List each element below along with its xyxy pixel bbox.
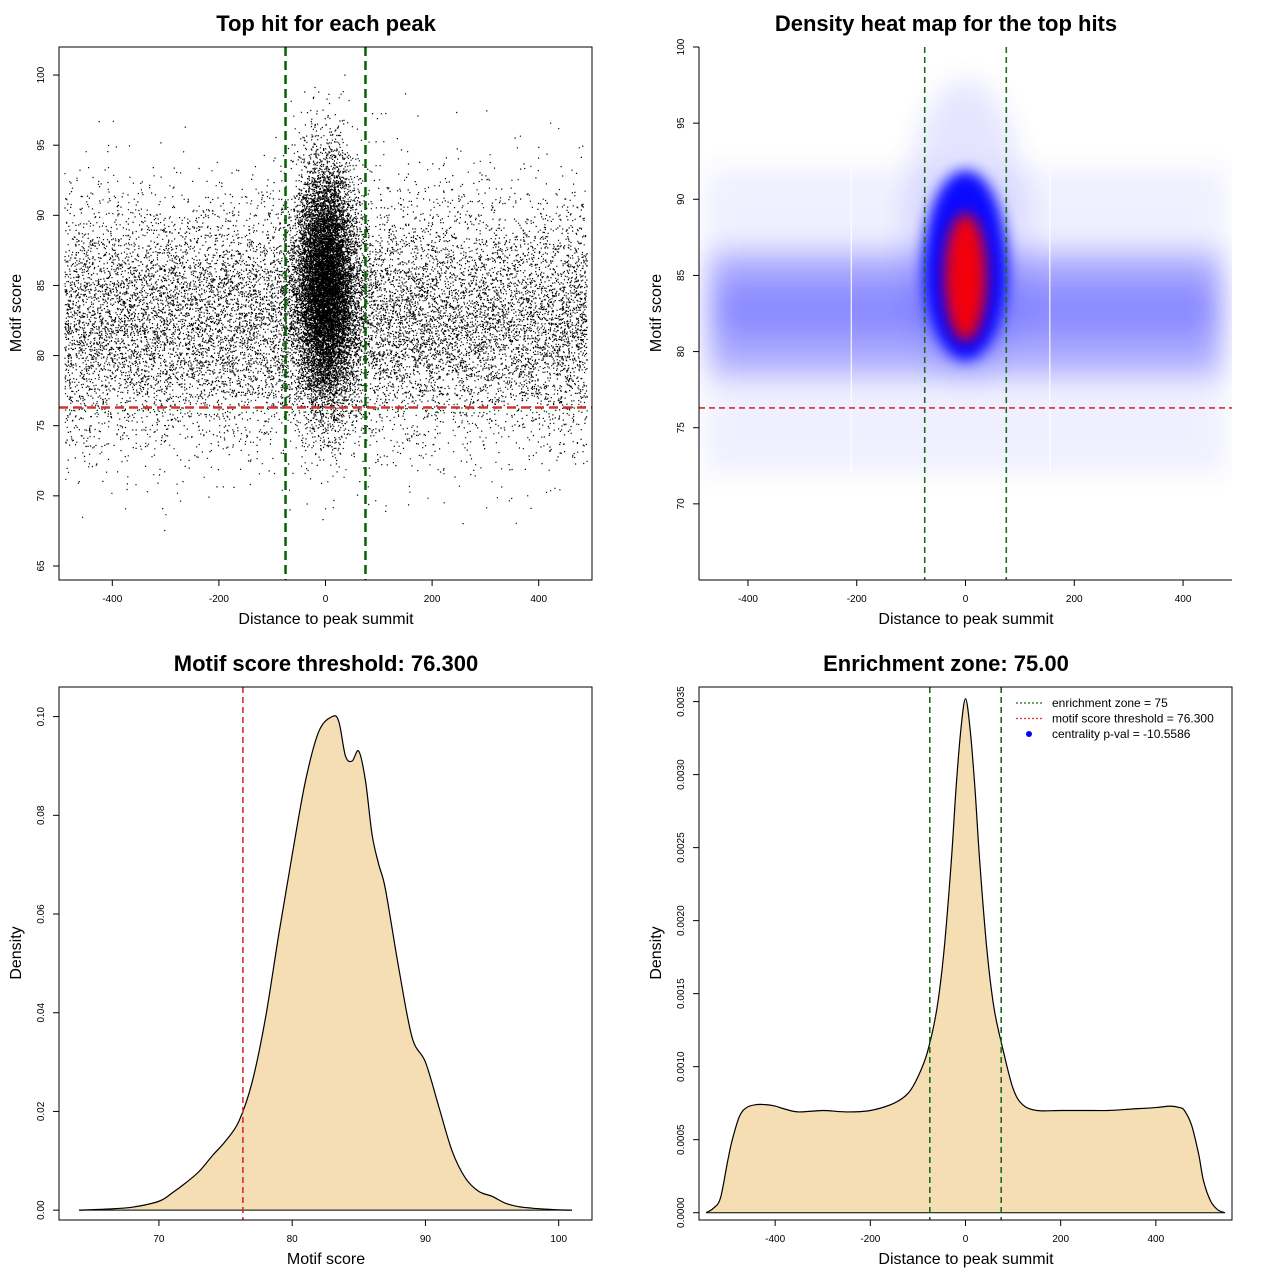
y-tick-label: 90 xyxy=(36,209,47,221)
x-axis-label: Distance to peak summit xyxy=(238,611,414,628)
x-tick-label: -200 xyxy=(209,594,229,605)
x-tick-label: -200 xyxy=(847,594,867,605)
panel-score-density: Motif score threshold: 76.300 70 80 90 100 0… xyxy=(0,640,640,1280)
legend-enrichment-zone: enrichment zone = 75 xyxy=(1052,696,1168,710)
chart-title: Density heat map for the top hits xyxy=(774,11,1118,36)
x-tick-label: 0 xyxy=(963,1234,969,1245)
y-tick-label: 0.0000 xyxy=(676,1197,687,1228)
x-axis-label: Distance to peak summit xyxy=(878,1251,1054,1268)
x-tick-label: 400 xyxy=(1148,1234,1165,1245)
x-tick-label: 400 xyxy=(530,594,547,605)
legend-centrality-pval-key xyxy=(1026,731,1032,737)
score-density-plot: 70 80 90 100 0.00 0.02 0.04 0.06 0.08 0.10 xyxy=(36,686,593,1245)
y-axis-label: Motif score xyxy=(648,273,665,353)
y-tick-label: 0.08 xyxy=(36,805,47,825)
y-axis-label: Density xyxy=(8,926,25,980)
y-tick-label: 100 xyxy=(676,38,687,55)
y-tick-label: 80 xyxy=(36,350,47,362)
x-tick-label: 0 xyxy=(323,594,329,605)
y-tick-label: 0.10 xyxy=(36,706,47,726)
y-tick-label: 0.0030 xyxy=(676,759,687,790)
y-tick-label: 70 xyxy=(676,498,687,510)
y-tick-label: 100 xyxy=(36,66,47,83)
x-axis-label: Motif score xyxy=(286,1251,366,1268)
legend: enrichment zone = 75 motif score threshol… xyxy=(1016,696,1214,741)
panel-scatter: Top hit for each peak -400 -200 0 200 400 65 7… xyxy=(0,0,640,640)
density-area xyxy=(706,698,1225,1213)
y-tick-label: 85 xyxy=(676,269,687,281)
x-tick-label: 400 xyxy=(1175,594,1192,605)
y-tick-label: 0.00 xyxy=(36,1200,47,1220)
legend-centrality-pval: centrality p-val = -10.5586 xyxy=(1052,727,1191,741)
y-tick-label: 90 xyxy=(676,193,687,205)
y-tick-label: 65 xyxy=(36,560,47,572)
x-tick-label: 200 xyxy=(1052,1234,1069,1245)
y-tick-label: 75 xyxy=(36,420,47,432)
heat-peak-red xyxy=(944,213,987,342)
y-tick-label: 70 xyxy=(36,490,47,502)
x-tick-label: 0 xyxy=(963,594,969,605)
panel-heatmap: Density heat map for the top hits -400 -2… xyxy=(640,0,1280,640)
y-tick-label: 0.0020 xyxy=(676,905,687,936)
y-axis-label: Density xyxy=(648,926,665,980)
density-curve xyxy=(705,698,1226,1214)
y-tick-label: 0.06 xyxy=(36,904,47,924)
chart-title: Top hit for each peak xyxy=(216,11,436,36)
heatmap-density xyxy=(704,79,1227,474)
x-tick-label: 70 xyxy=(153,1234,165,1245)
scatter-point-cloud xyxy=(64,74,588,532)
y-tick-label: 0.0005 xyxy=(676,1124,687,1155)
y-tick-label: 95 xyxy=(36,139,47,151)
y-tick-label: 75 xyxy=(676,422,687,434)
y-tick-label: 0.02 xyxy=(36,1101,47,1121)
x-tick-label: -400 xyxy=(765,1234,785,1245)
y-tick-label: 0.0025 xyxy=(676,832,687,863)
y-tick-label: 0.04 xyxy=(36,1003,47,1023)
x-tick-label: 90 xyxy=(420,1234,432,1245)
chart-title: Motif score threshold: 76.300 xyxy=(173,651,479,676)
plot-frame xyxy=(58,686,593,1221)
y-axis-label: Motif score xyxy=(8,273,25,353)
panel-distance-density: Enrichment zone: 75.00 -400 -200 0 200 400 0.… xyxy=(640,640,1280,1280)
x-tick-label: 200 xyxy=(1066,594,1083,605)
x-tick-label: -400 xyxy=(738,594,758,605)
y-tick-label: 0.0010 xyxy=(676,1051,687,1082)
x-tick-label: -200 xyxy=(860,1234,880,1245)
density-area xyxy=(78,715,573,1211)
y-tick-label: 85 xyxy=(36,279,47,291)
legend-motif-threshold: motif score threshold = 76.300 xyxy=(1052,712,1214,726)
density-curve xyxy=(78,715,573,1211)
chart-title: Enrichment zone: 75.00 xyxy=(823,651,1069,676)
x-tick-label: 200 xyxy=(424,594,441,605)
x-tick-label: 80 xyxy=(287,1234,299,1245)
scatter-points xyxy=(64,74,588,532)
x-axis-label: Distance to peak summit xyxy=(878,611,1054,628)
y-tick-label: 80 xyxy=(676,346,687,358)
distance-density-plot: -400 -200 0 200 400 0.0000 0.0005 0.0010 0.0015 0… xyxy=(676,686,1233,1245)
y-tick-label: 0.0035 xyxy=(676,686,687,717)
heatmap-plot: -400 -200 0 200 400 70 75 80 85 90 95 100 xyxy=(676,38,1232,605)
x-tick-label: -400 xyxy=(102,594,122,605)
y-tick-label: 95 xyxy=(676,117,687,129)
x-tick-label: 100 xyxy=(550,1234,567,1245)
y-tick-label: 0.0015 xyxy=(676,978,687,1009)
scatter-plot: -400 -200 0 200 400 65 70 75 80 85 90 95 100 xyxy=(36,46,593,605)
